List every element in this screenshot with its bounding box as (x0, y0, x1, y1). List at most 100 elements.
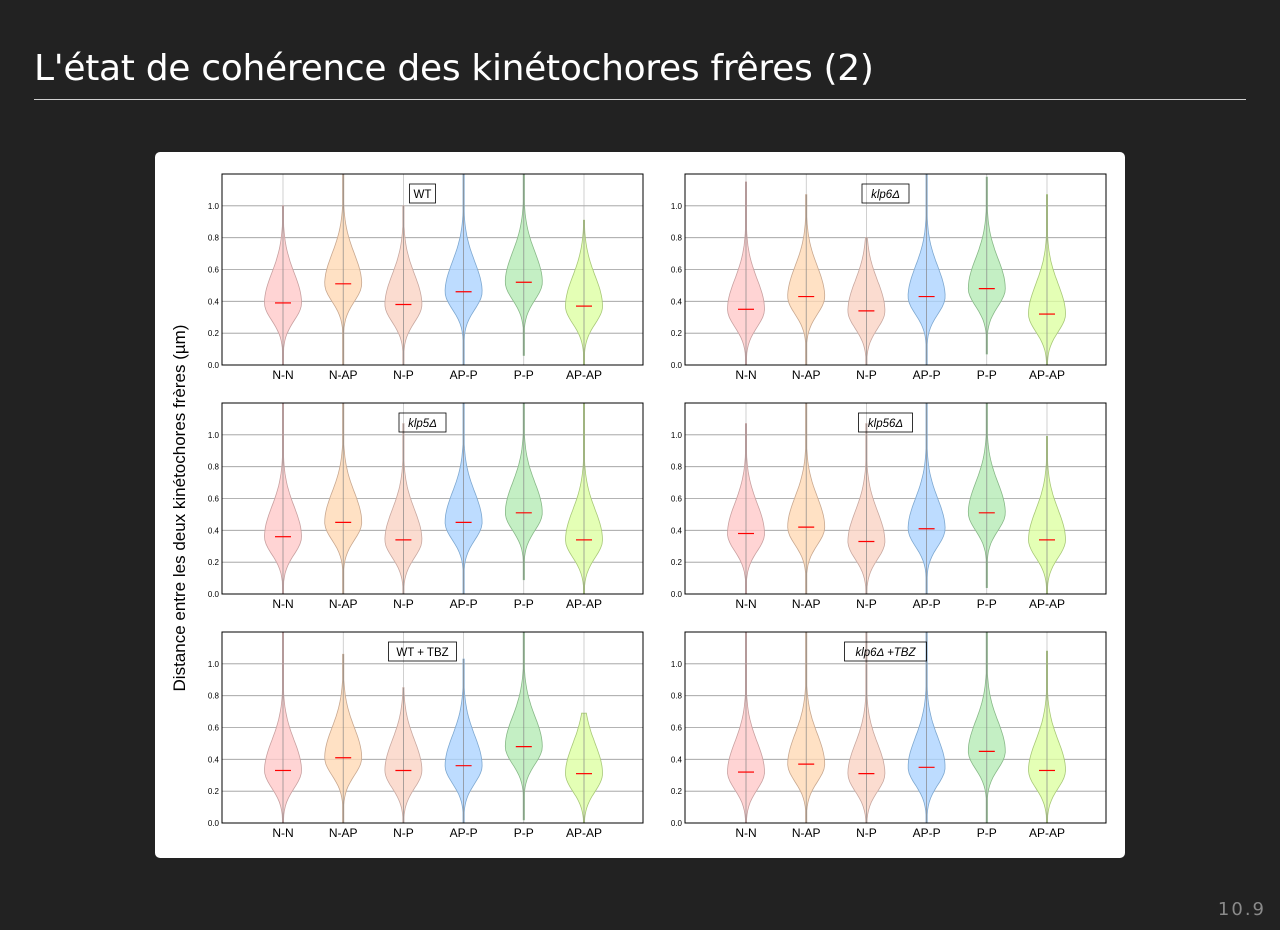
x-tick-label: N-N (272, 368, 293, 382)
y-tick-label: 0.8 (671, 692, 683, 701)
x-tick-label: N-P (856, 368, 877, 382)
y-tick-label: 0.2 (208, 558, 220, 567)
y-tick-label: 0.2 (671, 787, 683, 796)
x-tick-label: N-P (856, 826, 877, 840)
y-tick-label: 0.4 (208, 755, 220, 764)
x-tick-label: P-P (514, 368, 534, 382)
panel-title-box (388, 641, 457, 662)
panel-title: klp6Δ +TBZ (855, 647, 916, 659)
y-tick-label: 0.2 (208, 329, 220, 338)
panel-4: 0.0 0.2 0.4 0.6 0.8 1.0 N-N N-AP N-P AP-P P-P AP-AP… (208, 631, 644, 840)
title-divider (34, 99, 1246, 100)
x-tick-label: N-AP (792, 826, 821, 840)
axes-frame (221, 173, 644, 366)
x-tick-label: AP-P (450, 826, 478, 840)
y-tick-label: 1.0 (208, 202, 220, 211)
x-tick-label: P-P (514, 597, 534, 611)
y-tick-label: 0.6 (671, 495, 683, 504)
x-tick-label: AP-AP (1029, 597, 1065, 611)
x-tick-label: AP-P (913, 597, 941, 611)
x-tick-label: N-N (735, 826, 756, 840)
y-tick-label: 0.4 (671, 755, 683, 764)
x-tick-label: N-N (272, 826, 293, 840)
y-tick-label: 0.6 (208, 724, 220, 733)
slide-title: L'état de cohérence des kinétochores frê… (34, 48, 874, 89)
panel-title: WT + TBZ (396, 647, 448, 659)
y-tick-label: 0.6 (671, 266, 683, 275)
x-tick-label: AP-AP (1029, 826, 1065, 840)
y-tick-label: 1.0 (208, 660, 220, 669)
panel-title-box (409, 183, 436, 204)
x-tick-label: AP-AP (1029, 368, 1065, 382)
y-tick-label: 0.6 (208, 266, 220, 275)
y-tick-label: 0.0 (671, 819, 683, 828)
panel-2: 0.0 0.2 0.4 0.6 0.8 1.0 N-N N-AP N-P AP-P P-P AP-AP… (208, 402, 644, 611)
x-tick-label: N-AP (792, 597, 821, 611)
axes-frame (221, 631, 644, 824)
x-tick-label: AP-P (913, 826, 941, 840)
y-tick-label: 0.2 (671, 558, 683, 567)
x-tick-label: N-N (272, 597, 293, 611)
x-tick-label: P-P (977, 597, 997, 611)
panel-title-box (844, 641, 927, 662)
y-tick-label: 0.8 (208, 692, 220, 701)
panel-1: 0.0 0.2 0.4 0.6 0.8 1.0 N-N N-AP N-P AP-P P-P AP-AP… (671, 173, 1107, 382)
panel-title: WT (414, 189, 432, 201)
x-tick-label: N-P (856, 597, 877, 611)
x-tick-label: P-P (514, 826, 534, 840)
x-tick-label: N-P (393, 826, 414, 840)
y-tick-label: 1.0 (671, 202, 683, 211)
y-tick-label: 0.6 (671, 724, 683, 733)
axes-frame (684, 402, 1107, 595)
page-number: 10.9 (1217, 899, 1266, 920)
x-tick-label: P-P (977, 368, 997, 382)
x-tick-label: N-P (393, 368, 414, 382)
x-tick-label: AP-P (913, 368, 941, 382)
x-tick-label: N-AP (792, 368, 821, 382)
x-tick-label: AP-P (450, 597, 478, 611)
y-tick-label: 0.4 (671, 526, 683, 535)
panel-0: 0.0 0.2 0.4 0.6 0.8 1.0 N-N N-AP N-P AP-P P-P AP-AP… (208, 173, 644, 382)
panel-title: klp6Δ (871, 189, 900, 201)
y-tick-label: 0.2 (671, 329, 683, 338)
x-tick-label: AP-P (450, 368, 478, 382)
y-tick-label: 0.8 (671, 234, 683, 243)
y-tick-label: 0.4 (208, 526, 220, 535)
x-tick-label: P-P (977, 826, 997, 840)
x-tick-label: AP-AP (566, 368, 602, 382)
y-tick-label: 0.8 (671, 463, 683, 472)
y-tick-label: 1.0 (208, 431, 220, 440)
y-tick-label: 0.2 (208, 787, 220, 796)
panel-5: 0.0 0.2 0.4 0.6 0.8 1.0 N-N N-AP N-P AP-P P-P AP-AP… (671, 631, 1107, 840)
y-tick-label: 1.0 (671, 431, 683, 440)
y-tick-label: 0.0 (208, 361, 220, 370)
x-tick-label: N-P (393, 597, 414, 611)
y-tick-label: 0.4 (208, 297, 220, 306)
panel-title: klp5Δ (408, 418, 437, 430)
y-tick-label: 0.8 (208, 234, 220, 243)
axes-frame (221, 402, 644, 595)
y-tick-label: 1.0 (671, 660, 683, 669)
y-tick-label: 0.4 (671, 297, 683, 306)
x-tick-label: N-N (735, 368, 756, 382)
panel-title-box (861, 183, 910, 204)
y-tick-label: 0.0 (208, 819, 220, 828)
panel-title-box (398, 412, 447, 433)
panel-3: 0.0 0.2 0.4 0.6 0.8 1.0 N-N N-AP N-P AP-P P-P AP-AP… (671, 402, 1107, 611)
x-tick-label: N-N (735, 597, 756, 611)
y-tick-label: 0.8 (208, 463, 220, 472)
axes-frame (684, 173, 1107, 366)
panel-title: klp56Δ (868, 418, 903, 430)
x-tick-label: N-AP (329, 368, 358, 382)
x-tick-label: N-AP (329, 826, 358, 840)
x-tick-label: AP-AP (566, 826, 602, 840)
x-tick-label: AP-AP (566, 597, 602, 611)
panel-title-box (858, 412, 913, 433)
y-tick-label: 0.0 (208, 590, 220, 599)
axes-frame (684, 631, 1107, 824)
y-tick-label: 0.0 (671, 361, 683, 370)
y-tick-label: 0.0 (671, 590, 683, 599)
x-tick-label: N-AP (329, 597, 358, 611)
y-tick-label: 0.6 (208, 495, 220, 504)
